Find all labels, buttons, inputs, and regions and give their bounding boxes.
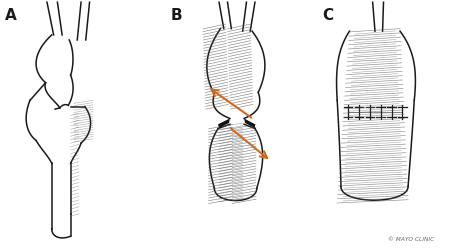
Polygon shape xyxy=(218,119,230,129)
Polygon shape xyxy=(244,119,255,129)
Text: C: C xyxy=(322,8,333,23)
Text: © MAYO CLINIC: © MAYO CLINIC xyxy=(388,236,435,241)
Text: A: A xyxy=(5,8,17,23)
Text: B: B xyxy=(171,8,182,23)
